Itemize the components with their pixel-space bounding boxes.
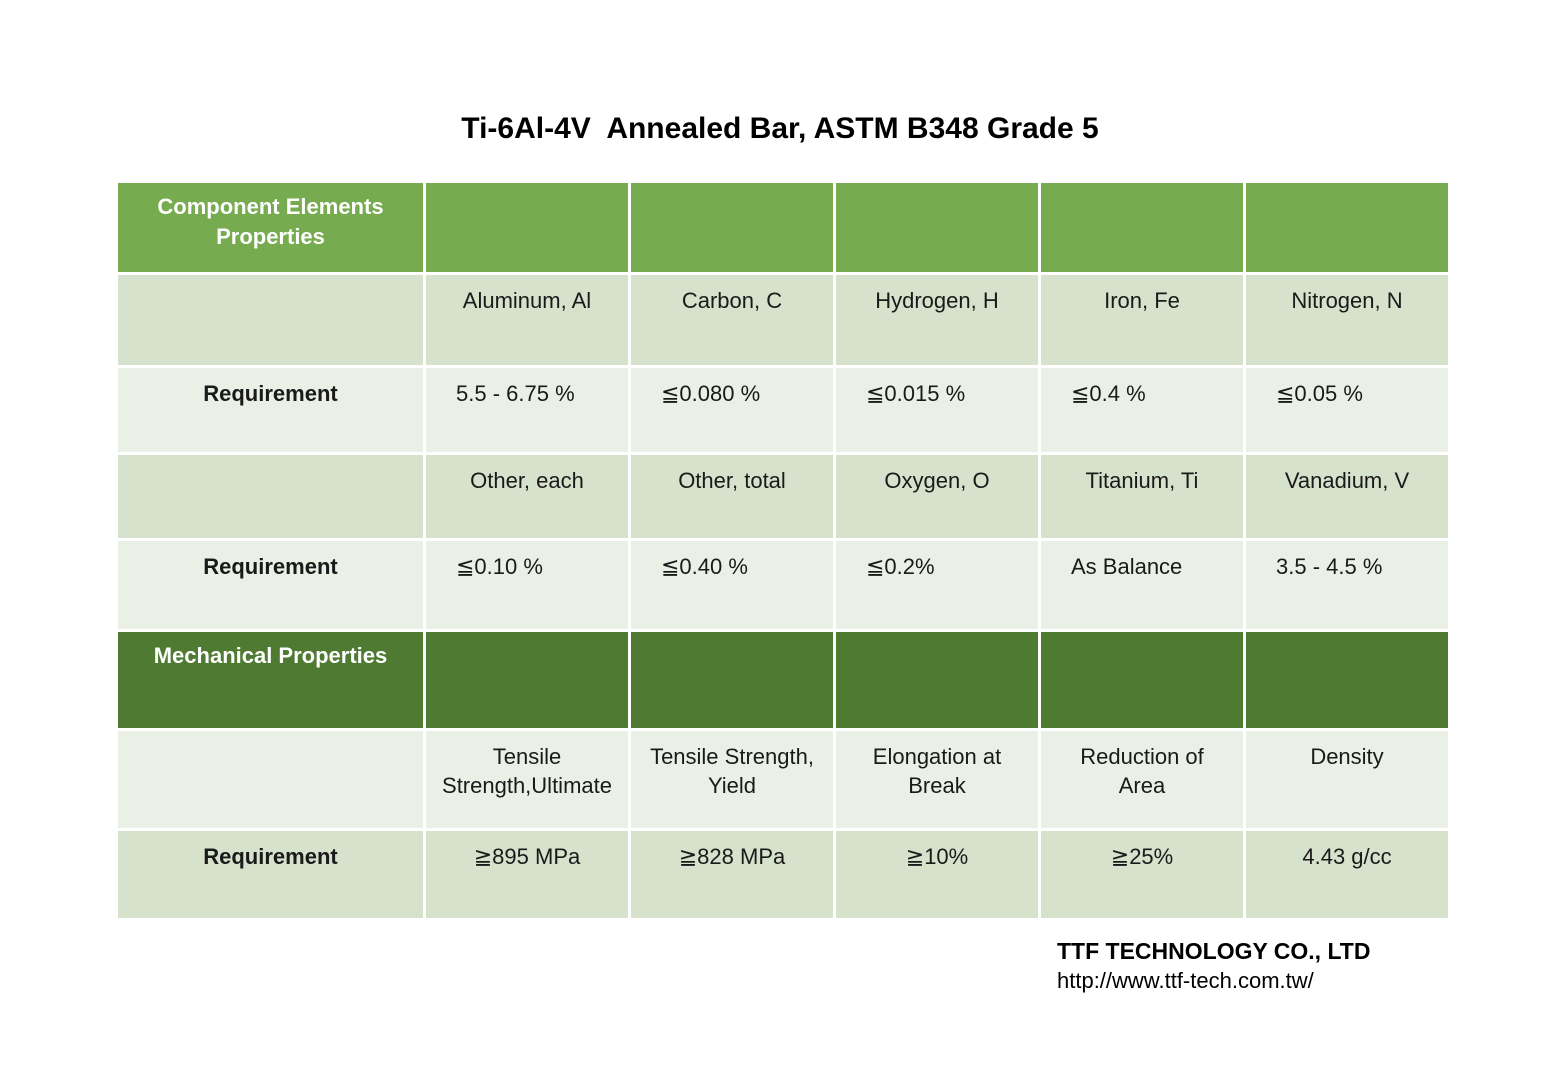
property-name-cell: Density	[1243, 728, 1451, 831]
requirement-value-cell: ≦0.10 %	[423, 538, 631, 632]
requirement-value-cell: 3.5 - 4.5 %	[1243, 538, 1451, 632]
property-name-cell: Reduction of Area	[1038, 728, 1246, 831]
element-name-cell: Aluminum, Al	[423, 272, 631, 368]
table-row: Other, each Other, total Oxygen, O Titan…	[115, 452, 1451, 541]
property-name-cell: Tensile Strength,Ultimate	[423, 728, 631, 831]
element-name-cell: Iron, Fe	[1038, 272, 1246, 368]
table-row: Mechanical Properties	[115, 629, 1451, 731]
requirement-value-cell: ≦0.2%	[833, 538, 1041, 632]
row-label-empty	[115, 272, 426, 368]
requirement-value-cell: ≧828 MPa	[628, 828, 836, 921]
table-row: Requirement ≦0.10 % ≦0.40 % ≦0.2% As Bal…	[115, 538, 1451, 632]
section-header-mechanical-properties: Mechanical Properties	[115, 629, 426, 731]
row-label-requirement: Requirement	[115, 828, 426, 921]
requirement-value-cell: ≦0.015 %	[833, 365, 1041, 455]
table-cell	[628, 180, 836, 275]
row-label-empty	[115, 728, 426, 831]
table-row: Tensile Strength,Ultimate Tensile Streng…	[115, 728, 1451, 831]
element-name-cell: Other, each	[423, 452, 631, 541]
requirement-value-cell: ≧25%	[1038, 828, 1246, 921]
row-label-requirement: Requirement	[115, 538, 426, 632]
element-name-cell: Nitrogen, N	[1243, 272, 1451, 368]
requirement-value-cell: ≦0.05 %	[1243, 365, 1451, 455]
element-name-cell: Vanadium, V	[1243, 452, 1451, 541]
element-name-cell: Oxygen, O	[833, 452, 1041, 541]
table-cell	[1243, 629, 1451, 731]
requirement-value-cell: 5.5 - 6.75 %	[423, 365, 631, 455]
table-row: Requirement 5.5 - 6.75 % ≦0.080 % ≦0.015…	[115, 365, 1451, 455]
table-cell	[1243, 180, 1451, 275]
element-name-cell: Titanium, Ti	[1038, 452, 1246, 541]
website-url: http://www.ttf-tech.com.tw/	[1057, 968, 1314, 993]
row-label-requirement: Requirement	[115, 365, 426, 455]
table-cell	[423, 629, 631, 731]
page-title: Ti-6Al-4V Annealed Bar, ASTM B348 Grade …	[461, 112, 1099, 145]
table-row: Requirement ≧895 MPa ≧828 MPa ≧10% ≧25% …	[115, 828, 1451, 921]
element-name-cell: Carbon, C	[628, 272, 836, 368]
table-cell	[833, 629, 1041, 731]
table-row: Component Elements Properties	[115, 180, 1451, 275]
row-label-empty	[115, 452, 426, 541]
requirement-value-cell: ≦0.080 %	[628, 365, 836, 455]
requirement-value-cell: ≧10%	[833, 828, 1041, 921]
requirement-value-cell: ≧895 MPa	[423, 828, 631, 921]
requirement-value-cell: ≦0.4 %	[1038, 365, 1246, 455]
table-row: Aluminum, Al Carbon, C Hydrogen, H Iron,…	[115, 272, 1451, 368]
section-header-component-elements: Component Elements Properties	[115, 180, 426, 275]
table-cell	[1038, 629, 1246, 731]
requirement-value-cell: As Balance	[1038, 538, 1246, 632]
properties-table: Component Elements Properties Aluminum, …	[115, 180, 1451, 921]
property-name-cell: Tensile Strength, Yield	[628, 728, 836, 831]
table-cell	[423, 180, 631, 275]
footer: TTF TECHNOLOGY CO., LTD http://www.ttf-t…	[1057, 936, 1370, 996]
requirement-value-cell: 4.43 g/cc	[1243, 828, 1451, 921]
element-name-cell: Other, total	[628, 452, 836, 541]
requirement-value-cell: ≦0.40 %	[628, 538, 836, 632]
element-name-cell: Hydrogen, H	[833, 272, 1041, 368]
table-cell	[1038, 180, 1246, 275]
property-name-cell: Elongation at Break	[833, 728, 1041, 831]
table-cell	[628, 629, 836, 731]
table-cell	[833, 180, 1041, 275]
company-name: TTF TECHNOLOGY CO., LTD	[1057, 938, 1371, 964]
